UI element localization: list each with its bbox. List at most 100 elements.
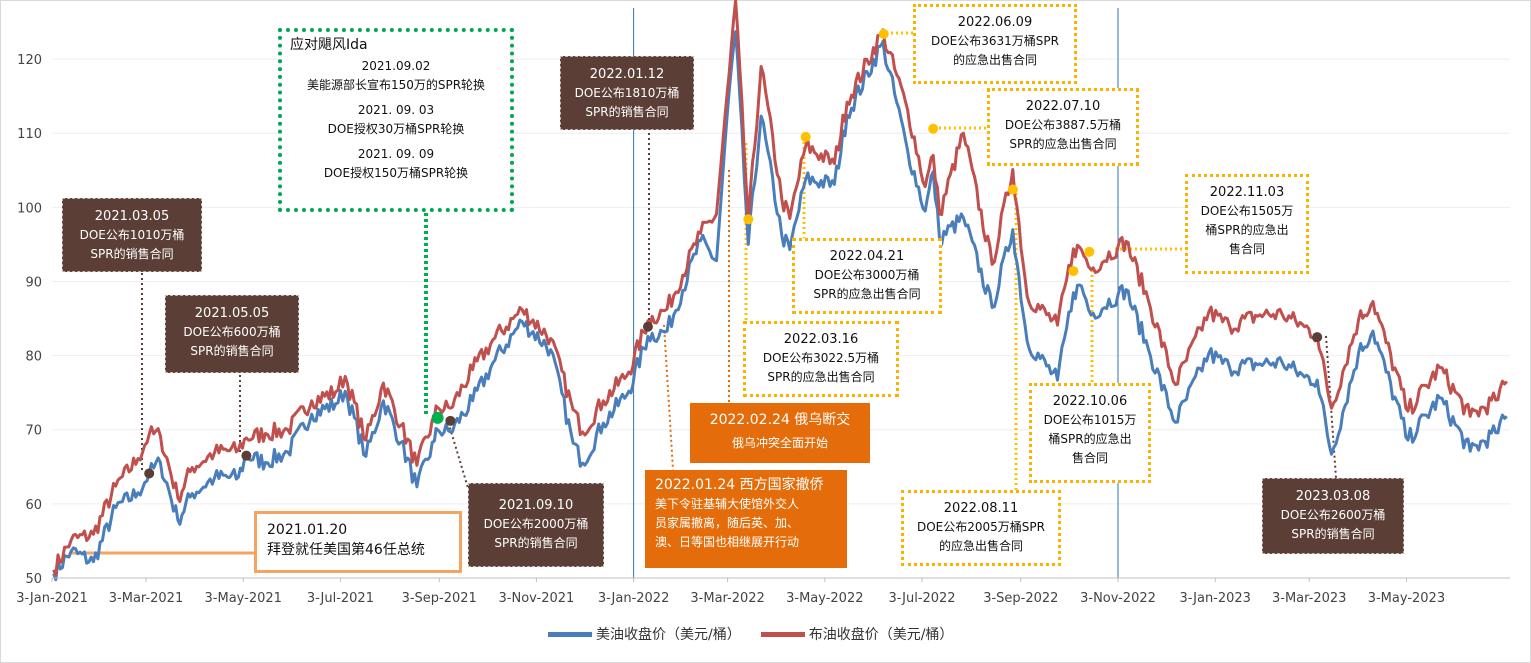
event-marker (144, 468, 155, 479)
x-tick-label: 3-Jan-2022 (598, 591, 670, 606)
annotation-date: 2022.03.16 (783, 332, 859, 347)
annotation-connector (663, 324, 674, 471)
x-tick-label: 3-Sep-2022 (983, 591, 1058, 606)
annotation-2021-09-10: 2021.09.10 DOE公布2000万桶 SPR的销售合同 (468, 483, 604, 567)
annotation-line: DOE公布600万桶 (183, 325, 281, 339)
event-marker (431, 411, 444, 424)
legend-label-brent: 布油收盘价（美元/桶） (808, 627, 954, 643)
annotation-2021-05-05: 2021.05.05 DOE公布600万桶 SPR的销售合同 (165, 295, 299, 373)
annotation-line: SPR的销售合同 (190, 344, 274, 358)
x-tick-label: 3-Nov-2022 (1080, 591, 1156, 606)
annotation-line: DOE公布1810万桶 (574, 86, 680, 100)
event-marker (743, 214, 754, 225)
annotation-line: SPR的销售合同 (494, 536, 578, 550)
event-marker (1312, 332, 1323, 343)
x-tick-label: 3-Jan-2021 (16, 591, 88, 606)
annotation-2022-06-09: 2022.06.09 DOE公布3631万桶SPR 的应急出售合同 (913, 4, 1077, 84)
event-marker (1007, 184, 1018, 195)
y-tick-label: 80 (25, 350, 42, 365)
annotation-date: 2022.11.03 (1209, 185, 1285, 200)
annotation-line: 的应急出售合同 (938, 539, 1023, 553)
annotation-line: DOE公布3000万桶 (814, 268, 920, 282)
annotation-line: 售合同 (1071, 451, 1108, 465)
annotation-line: DOE公布3887.5万桶 (1004, 118, 1122, 132)
annotation-connector (446, 417, 469, 489)
annotation-date: 2021.03.05 (94, 209, 170, 224)
event-marker (445, 415, 456, 426)
annotation-title: 2022.01.24 西方国家撤侨 (655, 477, 824, 493)
y-tick-label: 110 (17, 127, 42, 142)
annotation-line: 美下令驻基辅大使馆外交人 (655, 497, 800, 511)
annotation-line: DOE公布1505万 (1200, 204, 1294, 218)
legend-swatch-brent (760, 631, 805, 637)
annotation-date: 2021. 09. 03 (357, 103, 435, 117)
x-tick-label: 3-Mar-2021 (109, 591, 183, 606)
annotation-line: 售合同 (1228, 242, 1265, 256)
annotation-line: 俄乌冲突全面开始 (731, 436, 828, 450)
x-tick-label: 3-Jan-2023 (1179, 591, 1251, 606)
annotation-date: 2021. 09. 09 (357, 147, 435, 161)
annotation-2022-03-16: 2022.03.16 DOE公布3022.5万桶 SPR的应急出售合同 (743, 321, 899, 397)
x-tick-label: 3-May-2023 (1368, 591, 1445, 606)
annotation-2022-01-24: 2022.01.24 西方国家撤侨 美下令驻基辅大使馆外交人 员家属撤离，随后英… (645, 470, 847, 568)
annotation-line: DOE公布2000万桶 (483, 517, 589, 531)
annotation-line: DOE授权150万桶SPR轮换 (323, 166, 469, 180)
annotation-date: 2021.09.10 (498, 498, 574, 513)
y-tick-label: 120 (17, 53, 42, 68)
x-tick-label: 3-Mar-2023 (1272, 591, 1346, 606)
annotation-line: 的应急出售合同 (952, 53, 1037, 67)
legend-label-wti: 美油收盘价（美元/桶） (596, 627, 741, 643)
event-markers (144, 28, 1323, 479)
chart-legend: 美油收盘价（美元/桶） 布油收盘价（美元/桶） (548, 624, 953, 644)
annotation-line: 桶SPR的应急出 (1205, 223, 1289, 237)
annotation-date: 2022.08.11 (943, 501, 1019, 516)
event-marker (878, 28, 889, 39)
annotation-2022-01-12: 2022.01.12 DOE公布1810万桶 SPR的销售合同 (560, 56, 694, 130)
x-tick-label: 3-Jul-2021 (307, 591, 374, 606)
x-tick-label: 3-Sep-2021 (402, 591, 477, 606)
annotation-date: 2021.09.02 (361, 59, 431, 73)
annotation-line: 澳、日等国也相继展开行动 (655, 535, 800, 549)
event-marker (241, 450, 252, 461)
event-marker (642, 321, 653, 332)
annotation-date: 2023.03.08 (1295, 489, 1371, 504)
legend-item-wti: 美油收盘价（美元/桶） (548, 624, 741, 644)
event-marker (1068, 266, 1079, 277)
y-tick-label: 60 (25, 498, 42, 513)
annotation-line: 桶SPR的应急出 (1048, 432, 1132, 446)
annotation-2022-02-24: 2022.02.24 俄乌断交 俄乌冲突全面开始 (690, 403, 870, 463)
annotation-2022-08-11: 2022.08.11 DOE公布2005万桶SPR 的应急出售合同 (901, 490, 1061, 566)
annotation-2021-01-20: 2021.01.20 拜登就任美国第46任总统 (254, 511, 462, 573)
annotation-line: DOE公布2600万桶 (1280, 508, 1386, 522)
annotation-date: 2022.10.06 (1052, 394, 1128, 409)
price-series (52, 0, 1508, 582)
annotation-line: SPR的应急出售合同 (767, 370, 875, 384)
annotation-line: SPR的应急出售合同 (813, 287, 921, 301)
axes: 50 60 70 80 90 100 110 120 3-Jan-2021 3-Mar-2021 3… (16, 53, 1510, 606)
annotation-2021-03-05: 2021.03.05 DOE公布1010万桶 SPR的销售合同 (62, 198, 202, 272)
annotation-line: SPR的应急出售合同 (1009, 137, 1117, 151)
event-marker (1084, 246, 1095, 257)
x-tick-label: 3-Mar-2022 (690, 591, 764, 606)
annotation-line: SPR的销售合同 (90, 247, 174, 261)
x-tick-label: 3-Jul-2022 (888, 591, 955, 606)
series-line-wti (52, 30, 1508, 582)
series-line-brent (52, 0, 1508, 577)
annotation-2023-03-08: 2023.03.08 DOE公布2600万桶 SPR的销售合同 (1262, 478, 1404, 554)
annotation-date: 2021.01.20 (267, 522, 348, 538)
annotation-hurricane-ida: 应对飓风Ida 2021.09.02 美能源部长宣布150万的SPR轮换 202… (278, 28, 514, 212)
event-marker (800, 131, 811, 142)
annotation-line: DOE公布1015万 (1043, 413, 1137, 427)
y-tick-label: 90 (25, 275, 42, 290)
annotation-line: DOE公布2005万桶SPR (917, 520, 1045, 534)
y-tick-label: 100 (17, 201, 42, 216)
legend-item-brent: 布油收盘价（美元/桶） (760, 624, 954, 644)
annotation-title: 应对飓风Ida (290, 37, 368, 53)
annotation-line: SPR的销售合同 (1291, 527, 1375, 541)
annotation-line: 员家属撤离，随后英、加、 (655, 516, 800, 530)
legend-swatch-wti (548, 631, 592, 637)
annotation-line: SPR的销售合同 (585, 105, 669, 119)
annotation-date: 2022.04.21 (829, 249, 905, 264)
x-tick-label: 3-May-2021 (205, 591, 282, 606)
annotation-2022-07-10: 2022.07.10 DOE公布3887.5万桶 SPR的应急出售合同 (987, 88, 1139, 166)
